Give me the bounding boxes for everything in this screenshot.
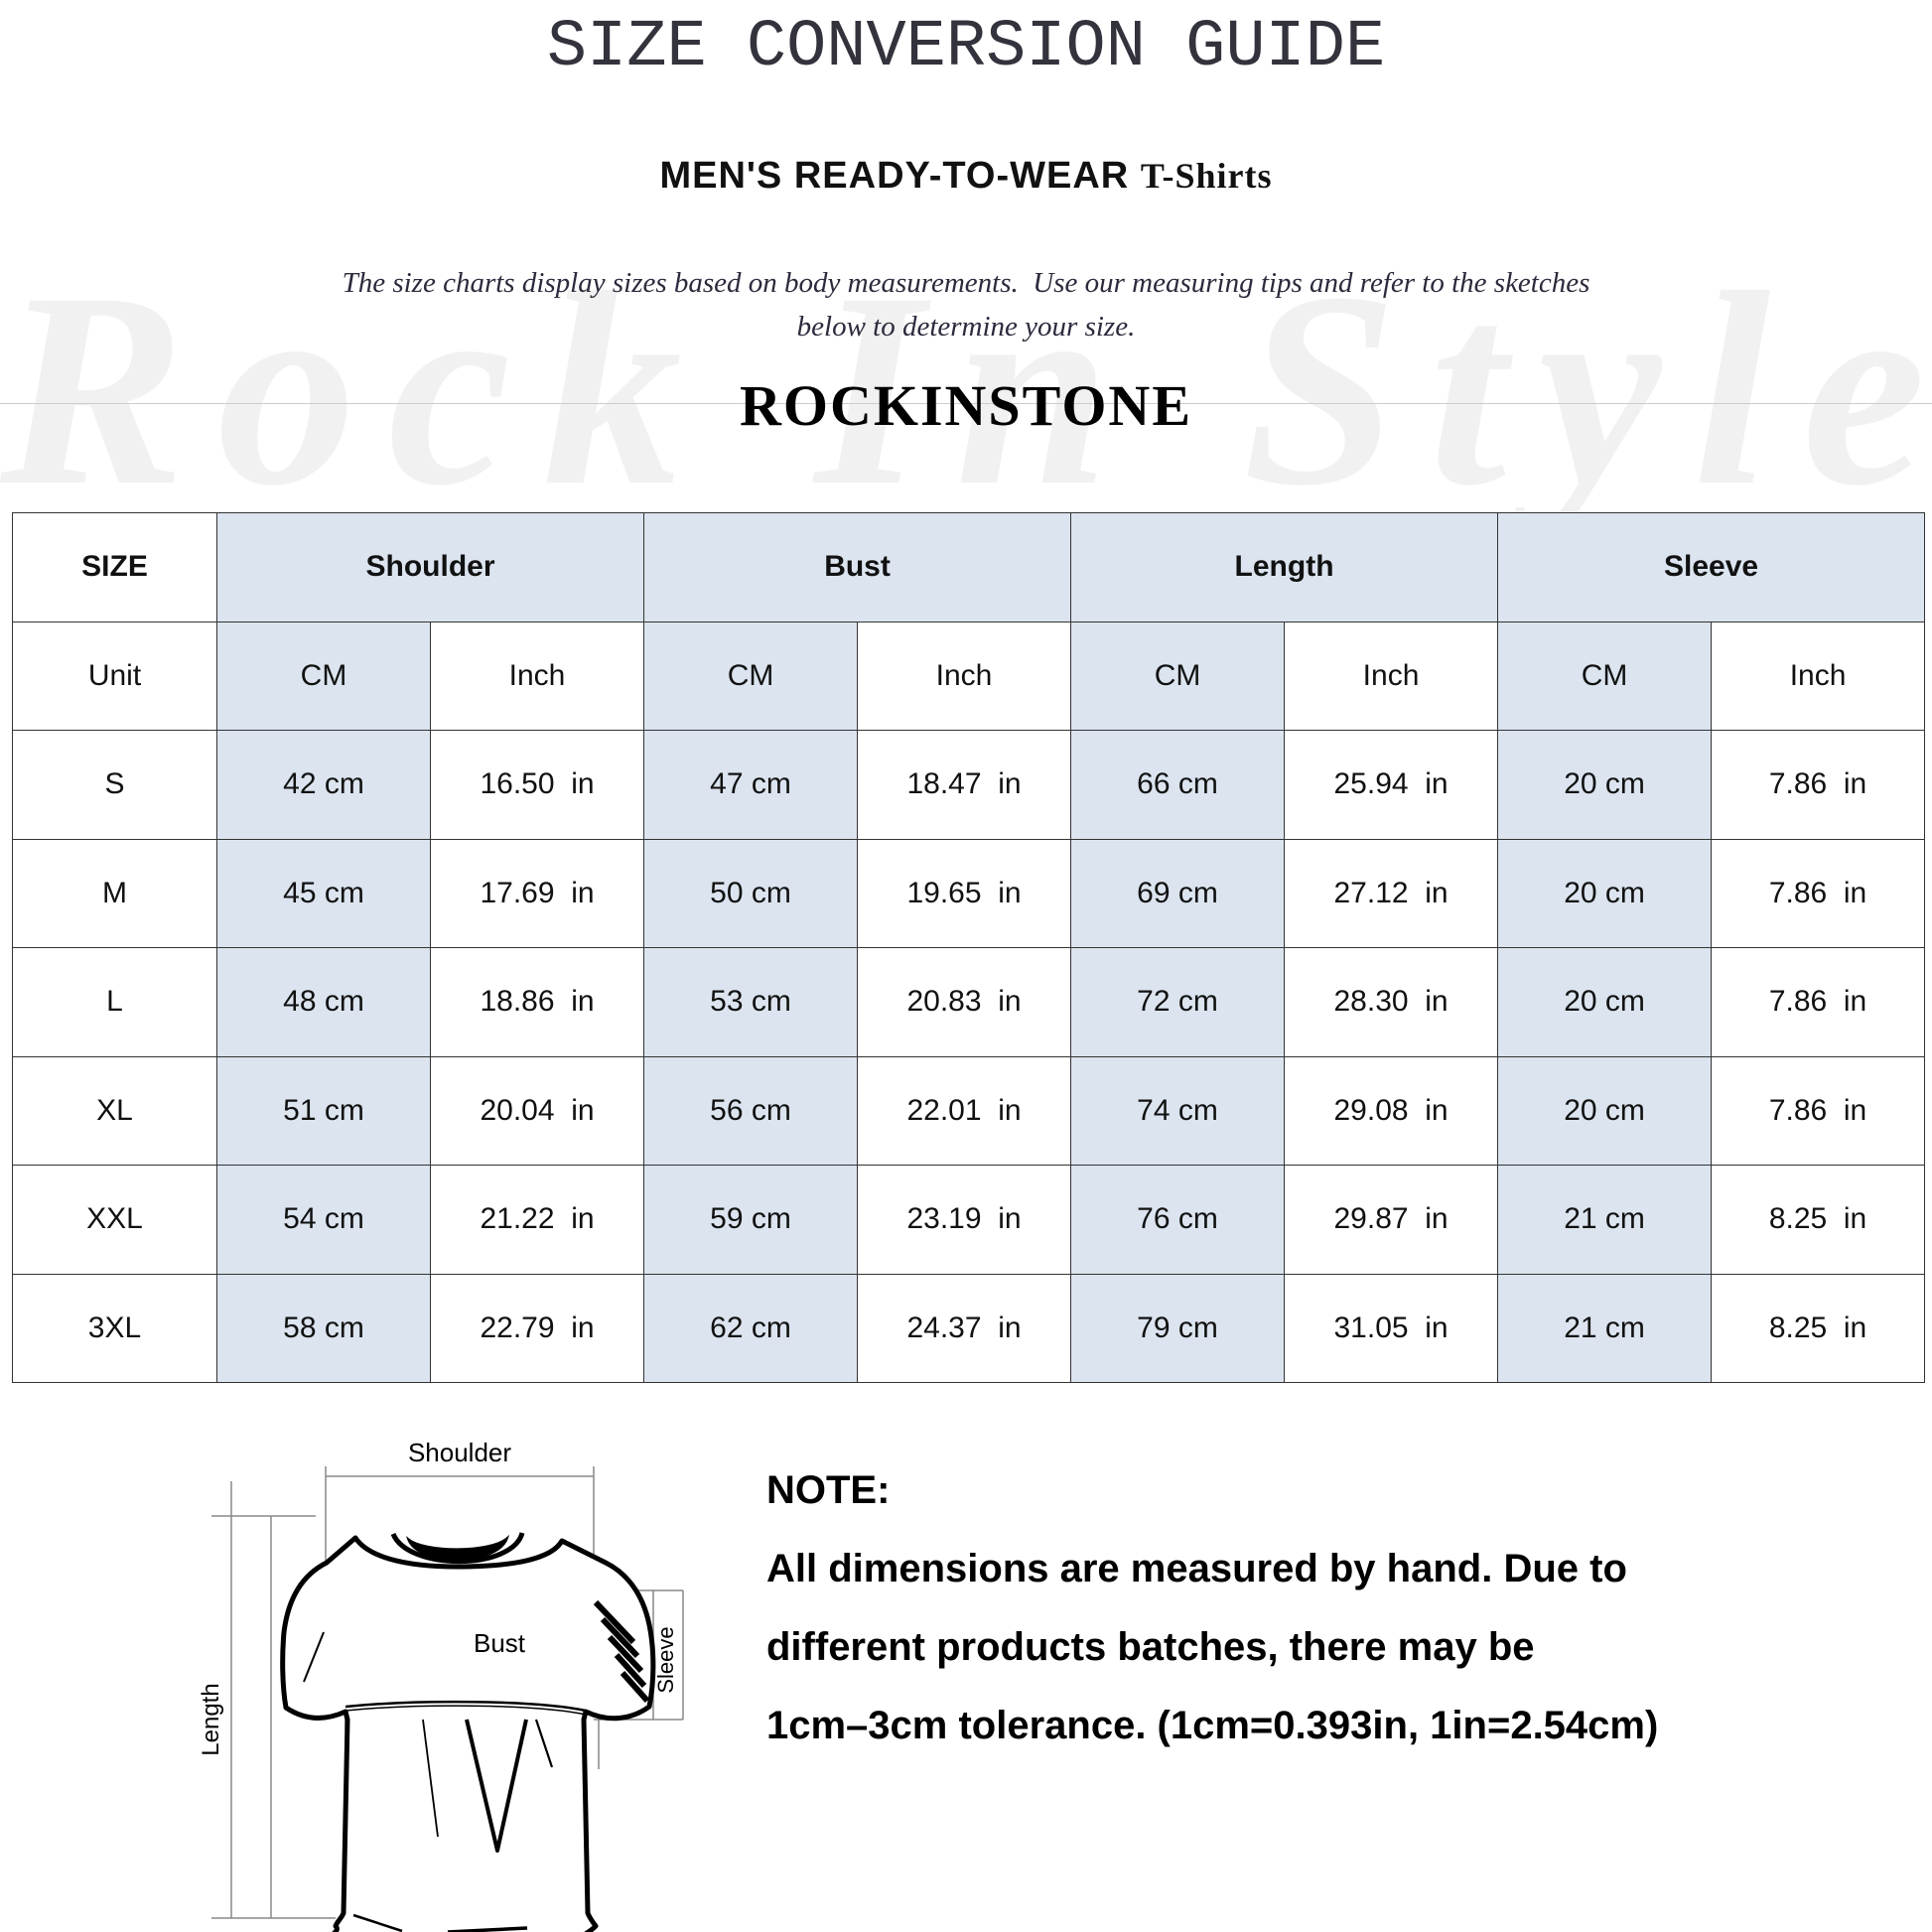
svg-text:Bust: Bust: [474, 1628, 526, 1658]
svg-text:Length: Length: [198, 1683, 224, 1755]
svg-text:Sleeve: Sleeve: [653, 1626, 678, 1693]
svg-text:Shoulder: Shoulder: [408, 1438, 511, 1467]
